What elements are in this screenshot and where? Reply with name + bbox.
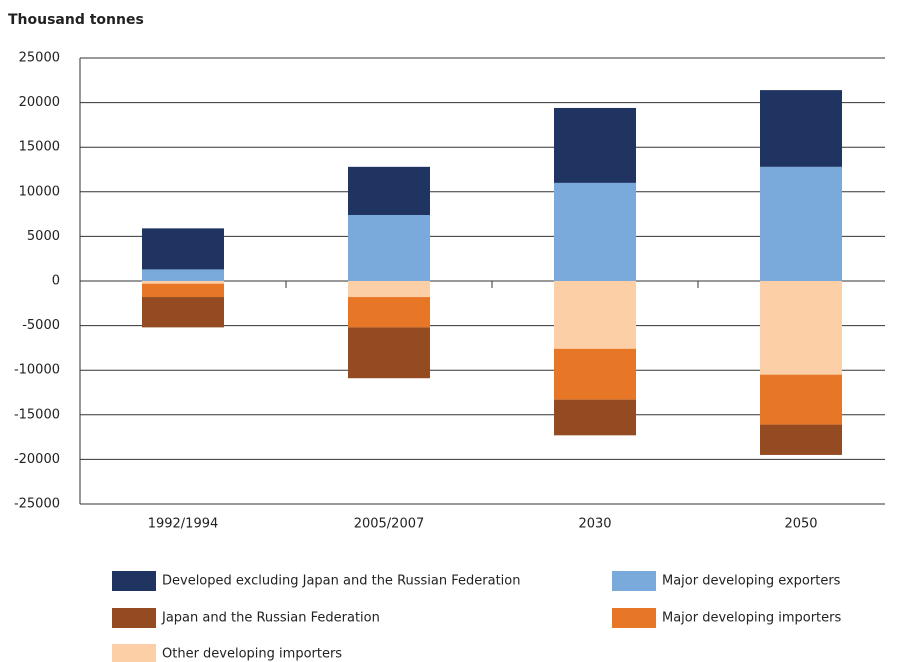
bar bbox=[142, 281, 224, 284]
y-tick-label: -25000 bbox=[14, 497, 60, 512]
legend-label: Major developing importers bbox=[662, 611, 841, 626]
bar bbox=[554, 107, 636, 183]
y-tick-label: 20000 bbox=[19, 95, 60, 110]
bar bbox=[760, 281, 842, 375]
bar bbox=[554, 182, 636, 281]
legend-label: Developed excluding Japan and the Russia… bbox=[162, 574, 520, 589]
legend-swatch bbox=[112, 571, 156, 591]
bar bbox=[554, 399, 636, 436]
y-tick-label: -10000 bbox=[14, 363, 60, 378]
bar bbox=[760, 374, 842, 425]
bar bbox=[142, 228, 224, 270]
bar bbox=[348, 166, 430, 215]
x-tick-label: 2030 bbox=[578, 517, 611, 532]
legend-swatch bbox=[112, 644, 156, 662]
x-tick-label: 2050 bbox=[784, 517, 817, 532]
y-tick-label: 25000 bbox=[19, 51, 60, 66]
bar bbox=[760, 424, 842, 455]
bar bbox=[760, 90, 842, 167]
bar bbox=[348, 281, 430, 298]
y-tick-label: 10000 bbox=[19, 184, 60, 199]
y-tick-label: 5000 bbox=[27, 229, 60, 244]
y-tick-label: -20000 bbox=[14, 452, 60, 467]
y-tick-label: -15000 bbox=[14, 407, 60, 422]
y-tick-label: 15000 bbox=[19, 140, 60, 155]
bar bbox=[554, 348, 636, 400]
bar bbox=[760, 166, 842, 281]
bar bbox=[142, 269, 224, 281]
legend-swatch bbox=[612, 608, 656, 628]
chart-title: Thousand tonnes bbox=[8, 12, 144, 28]
bar bbox=[348, 327, 430, 379]
bar bbox=[142, 283, 224, 298]
x-tick-label: 1992/1994 bbox=[148, 517, 219, 532]
y-tick-label: 0 bbox=[52, 274, 60, 289]
legend-label: Japan and the Russian Federation bbox=[161, 611, 380, 626]
legend-swatch bbox=[612, 571, 656, 591]
y-tick-label: -5000 bbox=[22, 318, 60, 333]
bar bbox=[554, 281, 636, 349]
legend-label: Major developing exporters bbox=[662, 574, 841, 589]
legend-label: Other developing importers bbox=[162, 647, 342, 662]
legend-swatch bbox=[112, 608, 156, 628]
x-tick-label: 2005/2007 bbox=[354, 517, 425, 532]
bar bbox=[142, 297, 224, 328]
bar bbox=[348, 297, 430, 328]
bar bbox=[348, 214, 430, 281]
